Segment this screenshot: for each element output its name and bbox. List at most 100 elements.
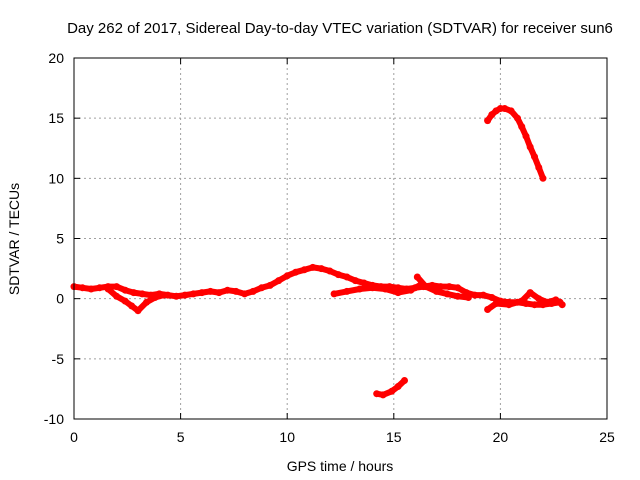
data-point	[492, 300, 500, 307]
data-point	[558, 301, 566, 309]
data-point	[552, 296, 560, 304]
data-point	[531, 301, 538, 309]
x-tick-label: 25	[599, 429, 615, 445]
data-point	[351, 277, 359, 285]
data-point	[113, 283, 121, 291]
data-point	[401, 377, 408, 384]
data-point	[526, 289, 534, 297]
data-point	[198, 289, 206, 297]
data-point	[292, 268, 300, 276]
series-low-segment	[373, 377, 408, 399]
data-point	[360, 279, 368, 287]
y-axis-label: SDTVAR / TECUs	[6, 183, 22, 295]
data-point	[445, 283, 453, 291]
data-point	[488, 294, 496, 301]
data-point	[232, 287, 240, 295]
data-point	[484, 117, 492, 125]
data-point	[413, 273, 421, 281]
data-point	[334, 271, 342, 279]
series-high-arc	[484, 105, 547, 182]
series-lower-right-branch	[484, 289, 566, 313]
data-point	[394, 289, 402, 297]
data-point	[526, 143, 534, 151]
data-point	[309, 263, 317, 271]
data-point	[369, 284, 376, 292]
data-point	[275, 277, 283, 285]
data-point	[535, 164, 543, 171]
data-point	[96, 284, 104, 292]
data-point	[113, 292, 121, 300]
data-point	[373, 390, 381, 398]
data-point	[138, 290, 146, 298]
data-point	[79, 284, 86, 292]
data-point	[484, 306, 492, 313]
data-point	[454, 284, 462, 292]
data-point	[224, 286, 231, 294]
data-point	[535, 295, 543, 303]
grid	[74, 58, 607, 419]
y-tick-label: -10	[44, 411, 64, 427]
data-point	[388, 387, 396, 395]
data-point	[317, 265, 325, 273]
data-point	[531, 153, 538, 161]
data-point	[543, 298, 551, 306]
ticks: 0 5 10 15 20 25 -10 -5 0 5 10 15 20	[44, 50, 615, 445]
data-point	[104, 285, 112, 293]
x-tick-label: 5	[177, 429, 185, 445]
data-point	[128, 302, 136, 310]
y-tick-label: 15	[48, 110, 64, 126]
data-point	[507, 107, 515, 115]
data-point	[471, 291, 479, 299]
data-point	[121, 286, 129, 294]
x-tick-label: 0	[70, 429, 78, 445]
y-tick-label: 0	[56, 291, 64, 307]
y-tick-label: -5	[52, 351, 65, 367]
data-point	[514, 114, 521, 122]
data-point	[134, 307, 142, 315]
y-tick-label: 5	[56, 231, 64, 247]
data-point	[443, 290, 451, 298]
data-point	[522, 132, 530, 140]
data-point	[266, 281, 274, 289]
data-point	[407, 286, 415, 294]
x-tick-label: 10	[279, 429, 295, 445]
data-point	[518, 123, 526, 131]
data-point	[518, 297, 526, 305]
data-point	[300, 266, 308, 274]
data-point	[181, 291, 189, 299]
data-point	[143, 298, 150, 306]
data-point	[505, 301, 513, 309]
data-point	[379, 391, 387, 399]
data-point	[206, 287, 214, 295]
data-point	[130, 289, 138, 297]
x-tick-label: 20	[493, 429, 509, 445]
series-lower-branch	[104, 285, 167, 315]
data-point	[160, 291, 167, 299]
data-point	[381, 285, 389, 293]
chart-title: Day 262 of 2017, Sidereal Day-to-day VTE…	[67, 20, 613, 37]
data-point	[215, 289, 223, 297]
series-layer	[70, 105, 566, 399]
data-point	[479, 291, 487, 299]
data-point	[464, 294, 472, 301]
data-point	[437, 283, 445, 291]
data-point	[356, 285, 364, 293]
data-point	[283, 272, 291, 280]
series-branch-16-19	[413, 273, 472, 301]
data-point	[330, 290, 338, 298]
x-tick-label: 15	[386, 429, 402, 445]
y-tick-label: 10	[48, 170, 64, 186]
data-point	[343, 287, 351, 295]
data-point	[121, 297, 129, 305]
data-point	[343, 273, 351, 281]
data-point	[432, 287, 440, 295]
data-point	[151, 294, 159, 301]
data-point	[87, 285, 95, 293]
data-point	[394, 383, 402, 390]
data-point	[454, 292, 462, 300]
data-point	[422, 283, 430, 291]
data-point	[172, 292, 180, 300]
data-point	[241, 290, 249, 298]
data-point	[326, 267, 334, 275]
